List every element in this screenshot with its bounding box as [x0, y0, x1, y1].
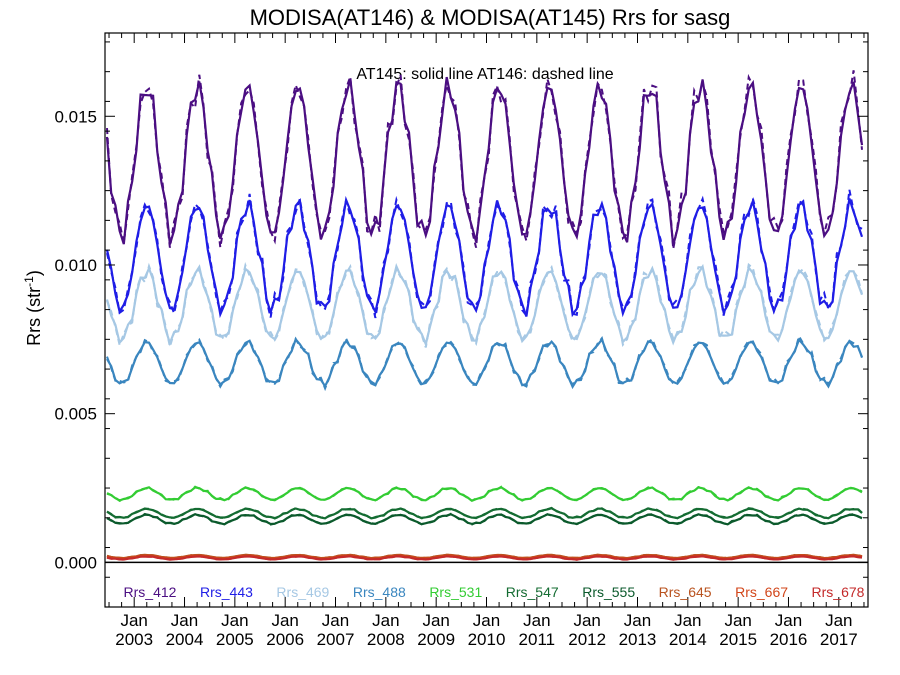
series-line-at145 — [105, 195, 864, 319]
x-tick-year: 2017 — [820, 630, 858, 649]
series-line-at146 — [106, 261, 863, 349]
series-rrs-531 — [106, 485, 863, 503]
x-tick-month: Jan — [372, 611, 399, 630]
x-tick-month: Jan — [523, 611, 550, 630]
y-tick-label: 0.005 — [54, 405, 97, 424]
series-line-at145 — [106, 507, 863, 520]
legend-label: Rrs_531 — [429, 584, 482, 600]
legend-label: Rrs_555 — [582, 584, 635, 600]
x-tick-year: 2012 — [568, 630, 606, 649]
x-tick-year: 2010 — [468, 630, 506, 649]
plot-frame — [104, 32, 869, 608]
x-tick-month: Jan — [674, 611, 701, 630]
legend-label: Rrs_443 — [200, 584, 253, 600]
x-tick-month: Jan — [120, 611, 147, 630]
chart-title: MODISA(AT146) & MODISA(AT145) Rrs for sa… — [250, 5, 731, 30]
x-tick-year: 2014 — [669, 630, 707, 649]
x-tick-year: 2011 — [519, 630, 556, 649]
x-tick-year: 2003 — [115, 630, 153, 649]
series-rrs-443 — [105, 189, 864, 319]
legend-label: Rrs_547 — [506, 584, 559, 600]
y-axis-label: Rrs (str-1) — [22, 270, 44, 346]
series-line-at145 — [105, 262, 864, 348]
series-line-at145 — [106, 337, 864, 390]
series-line-at146 — [106, 189, 863, 319]
series-rrs-547 — [106, 506, 863, 520]
x-tick-month: Jan — [322, 611, 349, 630]
legend-label: Rrs_469 — [276, 584, 329, 600]
x-tick-month: Jan — [422, 611, 449, 630]
legend-label: Rrs_645 — [659, 584, 712, 600]
y-tick-label: 0.000 — [54, 553, 97, 572]
series-line-at145 — [106, 513, 863, 526]
series-rrs-555 — [106, 512, 863, 526]
legend-label: Rrs_488 — [353, 584, 406, 600]
series-rrs-469 — [105, 261, 864, 349]
legend-label: Rrs_412 — [124, 584, 177, 600]
x-tick-month: Jan — [775, 611, 802, 630]
x-tick-year: 2006 — [266, 630, 304, 649]
legend-label: Rrs_667 — [735, 584, 788, 600]
x-tick-month: Jan — [473, 611, 500, 630]
series-line-at145 — [105, 76, 864, 246]
x-tick-month: Jan — [271, 611, 298, 630]
x-tick-month: Jan — [221, 611, 248, 630]
x-tick-year: 2005 — [216, 630, 254, 649]
x-tick-year: 2008 — [367, 630, 405, 649]
x-tick-year: 2007 — [317, 630, 355, 649]
axes: 0.0000.0050.0100.015Jan2003Jan2004Jan200… — [54, 32, 869, 649]
line-style-annotation: AT145: solid line AT146: dashed line — [356, 66, 613, 83]
series-line-at145 — [106, 486, 863, 503]
legend-label: Rrs_678 — [812, 584, 865, 600]
x-tick-year: 2004 — [166, 630, 204, 649]
x-tick-month: Jan — [624, 611, 651, 630]
legend: Rrs_412 Rrs_443 Rrs_469 Rrs_488 Rrs_531 Rrs_5… — [124, 584, 865, 600]
y-tick-label: 0.015 — [54, 107, 97, 126]
x-tick-year: 2013 — [619, 630, 657, 649]
x-tick-month: Jan — [171, 611, 198, 630]
x-tick-month: Jan — [573, 611, 600, 630]
series-line-at145 — [106, 555, 863, 561]
plot-area — [105, 70, 868, 564]
x-tick-year: 2016 — [770, 630, 808, 649]
x-tick-month: Jan — [724, 611, 751, 630]
x-tick-year: 2015 — [719, 630, 757, 649]
series-line-at146 — [106, 70, 863, 250]
x-tick-month: Jan — [825, 611, 852, 630]
series-rrs-412 — [105, 70, 864, 250]
series-rrs-488 — [106, 333, 864, 392]
y-tick-label: 0.010 — [54, 256, 97, 275]
x-tick-year: 2009 — [417, 630, 455, 649]
series-rrs-678 — [106, 555, 863, 561]
